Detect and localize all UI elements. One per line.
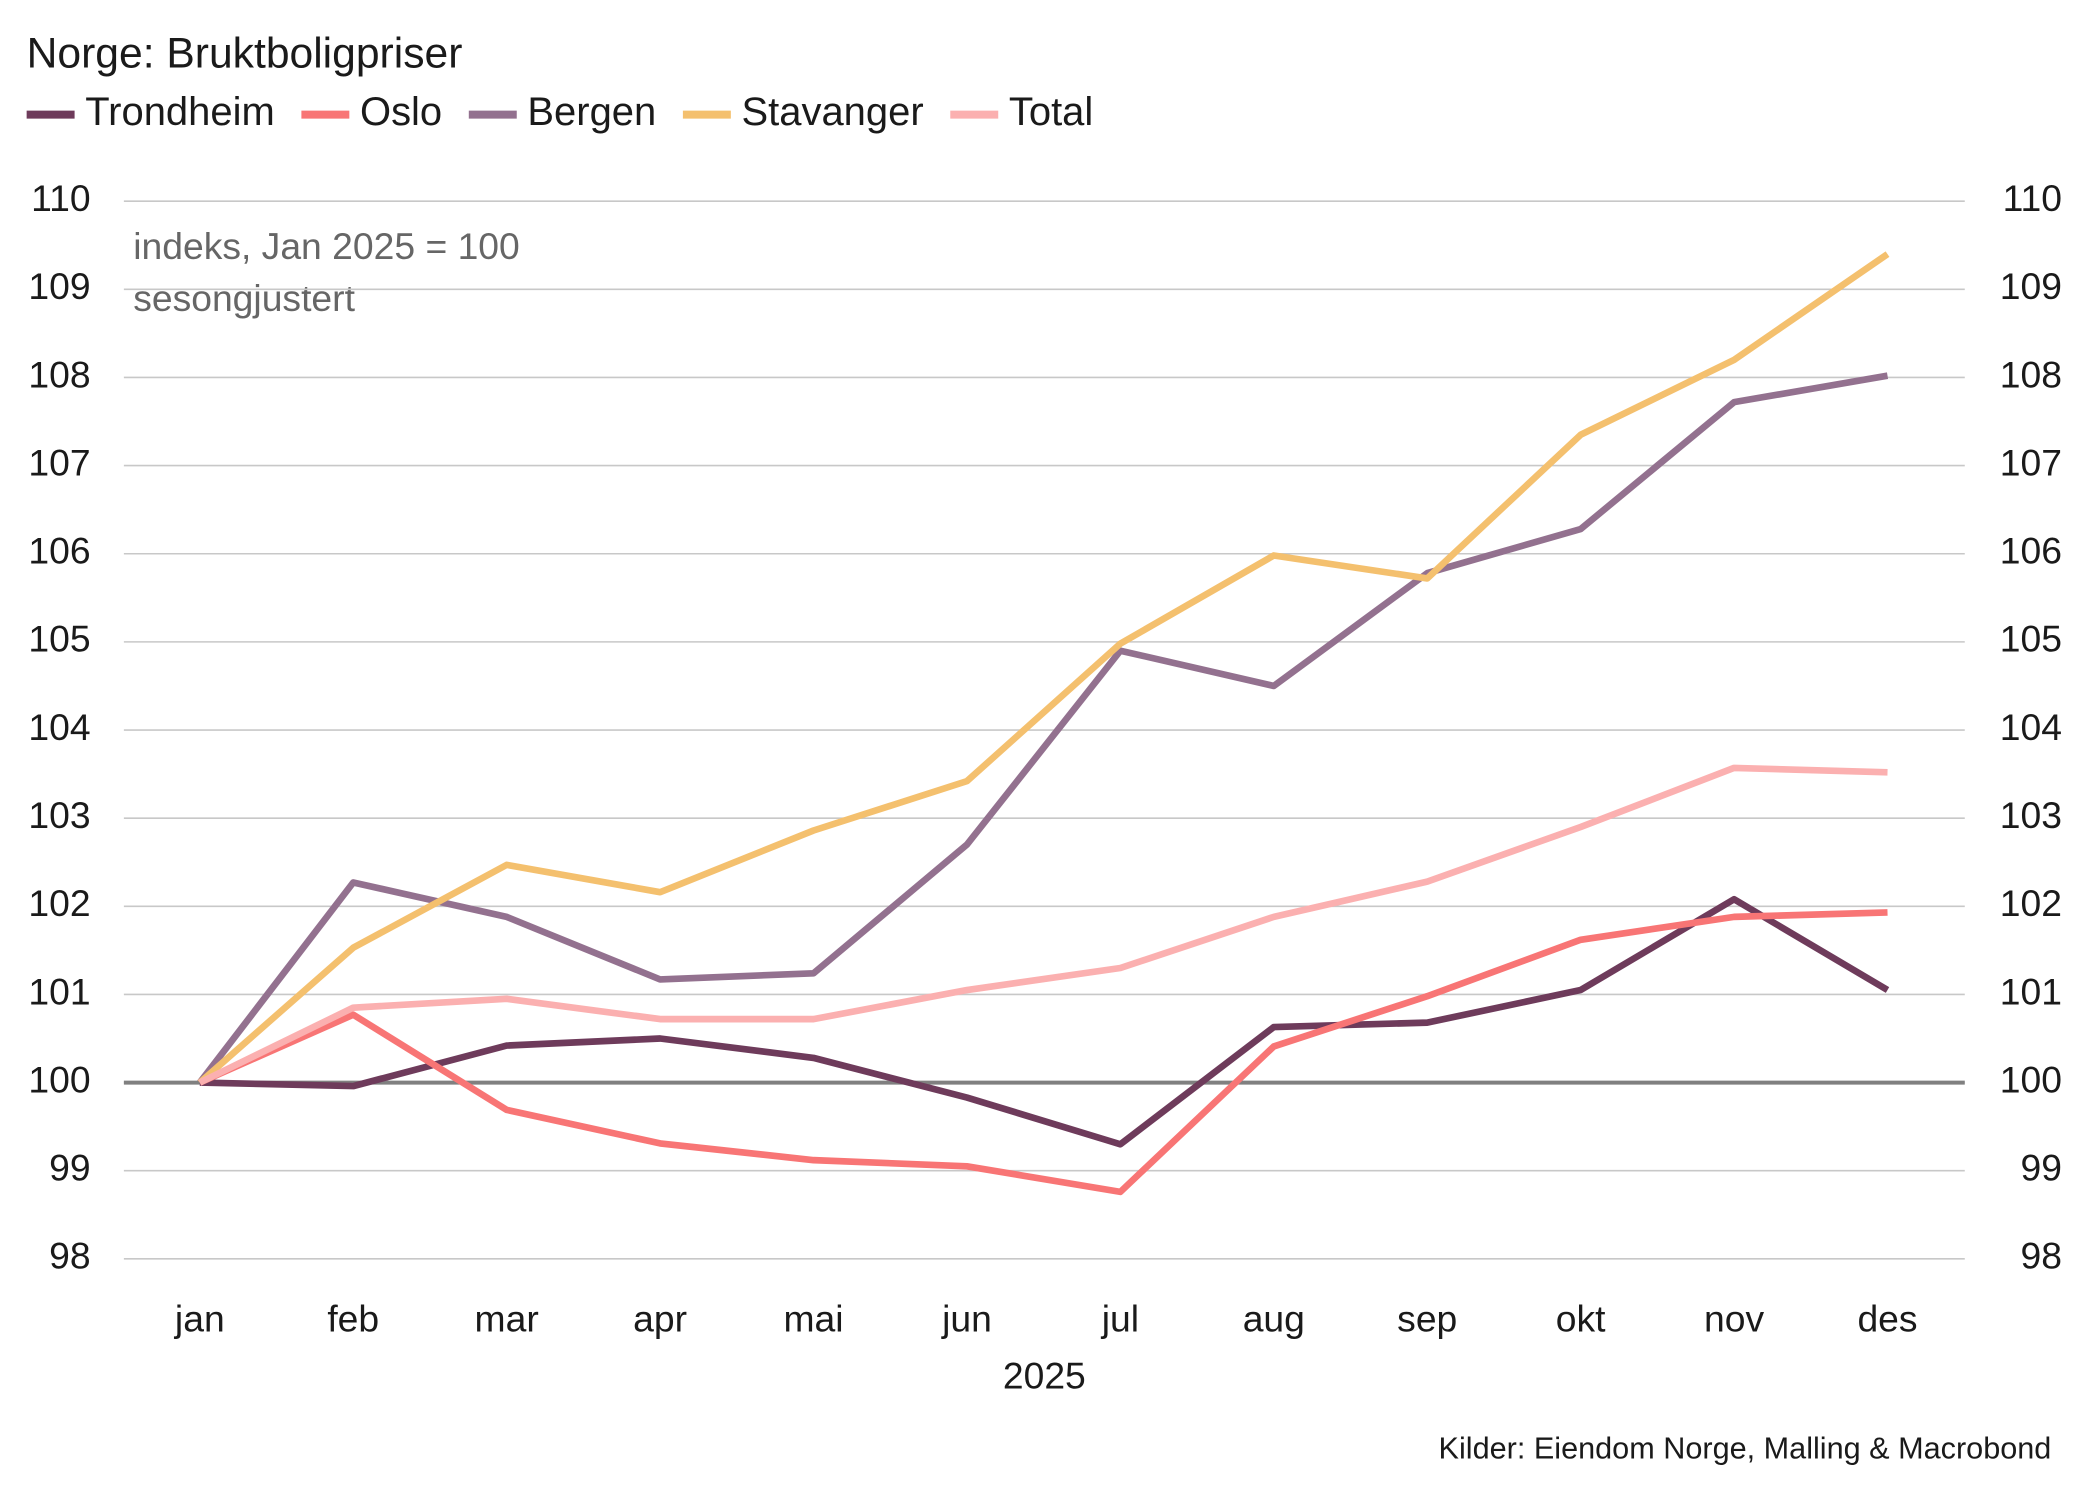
series-line	[197, 251, 1890, 1086]
y2-tick-label: 99	[2021, 1147, 2062, 1189]
y-tick-label: 98	[49, 1235, 90, 1277]
legend-label: Bergen	[527, 90, 656, 134]
x-tick-label: apr	[633, 1297, 687, 1339]
y2-tick-label: 110	[2003, 177, 2062, 219]
y-tick-label: 109	[28, 265, 90, 307]
series-line	[197, 372, 1889, 1085]
x-tick-label: nov	[1704, 1297, 1764, 1339]
series-line	[198, 909, 1888, 1196]
source: Kilder: Eiendom Norge, Malling & Macrobo…	[1439, 1432, 2052, 1466]
y2-tick-label: 105	[2000, 618, 2062, 660]
x-tick-label: jan	[174, 1297, 225, 1339]
y2-tick-label: 102	[2000, 882, 2062, 924]
x-tick-label: jul	[1101, 1297, 1139, 1339]
y-tick-label: 110	[31, 177, 90, 219]
y2-tick-label: 107	[2000, 441, 2062, 483]
y-tick-label: 99	[49, 1147, 90, 1189]
y-tick-label: 107	[28, 441, 90, 483]
legend-label: Stavanger	[742, 90, 924, 134]
y-tick-label: 100	[28, 1058, 90, 1100]
y-tick-label: 104	[28, 706, 90, 748]
x-tick-label: sep	[1397, 1297, 1457, 1339]
x-tick-label: des	[1857, 1297, 1917, 1339]
y-tick-label: 108	[28, 353, 90, 395]
x-tick-label: aug	[1243, 1297, 1305, 1339]
series-line	[199, 895, 1890, 1148]
y2-tick-label: 101	[2000, 970, 2062, 1012]
y2-tick-label: 108	[2000, 353, 2062, 395]
chart-title: Norge: Bruktboligpriser	[27, 29, 463, 77]
x-tick-label: mai	[783, 1297, 843, 1339]
annotation: indeks, Jan 2025 = 100	[133, 225, 520, 267]
legend-label: Total	[1009, 90, 1093, 134]
y2-tick-label: 100	[2000, 1058, 2062, 1100]
y-tick-label: 101	[28, 970, 90, 1012]
y2-tick-label: 103	[2000, 794, 2062, 836]
y-tick-label: 102	[28, 882, 90, 924]
series-line	[198, 764, 1888, 1086]
x-tick-label: jun	[941, 1297, 992, 1339]
x-tick-label: mar	[475, 1297, 539, 1339]
x-axis-label: 2025	[1003, 1355, 1086, 1397]
y2-tick-label: 98	[2021, 1235, 2062, 1277]
y2-tick-label: 109	[2000, 265, 2062, 307]
x-tick-label: okt	[1556, 1297, 1606, 1339]
y-tick-label: 103	[28, 794, 90, 836]
legend-label: Oslo	[360, 90, 442, 134]
y-tick-label: 105	[28, 618, 90, 660]
x-tick-label: feb	[327, 1297, 379, 1339]
y2-tick-label: 106	[2000, 530, 2062, 572]
y-tick-label: 106	[28, 530, 90, 572]
annotation: sesongjustert	[133, 277, 355, 319]
y2-tick-label: 104	[2000, 706, 2062, 748]
legend-label: Trondheim	[85, 90, 275, 134]
